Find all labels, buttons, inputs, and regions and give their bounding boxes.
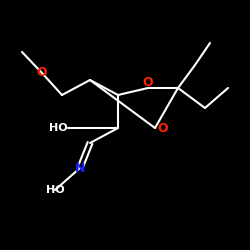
Text: HO: HO xyxy=(50,123,68,133)
Text: HO: HO xyxy=(46,185,64,195)
Text: O: O xyxy=(143,76,153,90)
Text: O: O xyxy=(158,122,168,134)
Text: N: N xyxy=(75,162,85,174)
Text: O: O xyxy=(37,66,47,80)
